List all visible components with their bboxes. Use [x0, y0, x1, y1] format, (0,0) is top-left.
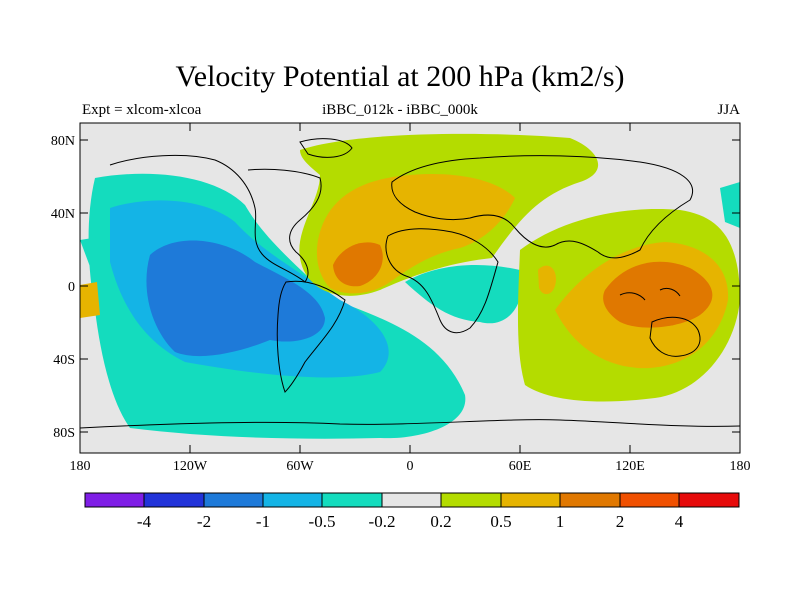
lon-tick-labels: 180 120W 60W 0 60E 120E 180 [70, 459, 751, 474]
lon-label: 60W [286, 459, 314, 474]
colorbar-swatch [679, 493, 739, 507]
lat-label: 40N [51, 207, 75, 222]
region-cyan-west-edge [80, 236, 110, 272]
colorbar-swatch [560, 493, 620, 507]
map-title: Velocity Potential at 200 hPa (km2/s) [175, 60, 625, 93]
colorbar-swatch [441, 493, 501, 507]
subtitle-label: iBBC_012k - iBBC_000k [322, 102, 478, 118]
coast-south-america [276, 280, 346, 393]
lat-label: 40S [53, 353, 75, 368]
coast-australia [649, 316, 701, 357]
lat-ticks [80, 139, 740, 433]
coast-greenland [299, 138, 353, 158]
colorbar-swatch [144, 493, 204, 507]
region-cyan-east-edge [720, 182, 740, 228]
lat-label: 80S [53, 426, 75, 441]
lon-label: 180 [70, 459, 91, 474]
lat-label: 0 [68, 280, 75, 295]
region-blue-pacific [146, 240, 325, 357]
coast-maritime-islands [619, 287, 681, 301]
contour-fields [80, 133, 740, 439]
colorbar-swatch [382, 493, 441, 507]
lon-label: 0 [407, 459, 414, 474]
lat-label: 80N [51, 134, 75, 149]
lon-label: 120E [615, 459, 645, 474]
lon-label: 60E [509, 459, 532, 474]
colorbar-swatch [501, 493, 560, 507]
coast-eurasia [391, 155, 693, 259]
colorbar-label: -2 [197, 512, 211, 531]
colorbar-label: -4 [137, 512, 152, 531]
coast-africa [385, 228, 499, 334]
season-label: JJA [717, 102, 740, 118]
colorbar-label: -0.5 [309, 512, 336, 531]
colorbar-label: 0.2 [430, 512, 451, 531]
lon-label: 180 [730, 459, 751, 474]
colorbar-swatch [85, 493, 144, 507]
colorbar-label: -0.2 [369, 512, 396, 531]
colorbar-swatch [263, 493, 322, 507]
lon-label: 120W [173, 459, 208, 474]
colorbar-label: -1 [256, 512, 270, 531]
region-darkorange-maritime [603, 261, 713, 328]
region-darkorange-africa [333, 242, 383, 287]
region-orange-india [538, 265, 556, 295]
colorbar-swatch [204, 493, 263, 507]
coast-north-america [109, 154, 322, 283]
coast-antarctica [80, 419, 740, 429]
colorbar: -4 -2 -1 -0.5 -0.2 0.2 0.5 1 2 4 [84, 492, 740, 531]
lon-ticks [79, 123, 741, 453]
region-orange-west-edge [80, 282, 100, 318]
colorbar-label: 4 [675, 512, 684, 531]
experiment-label: Expt = xlcom-xlcoa [82, 102, 202, 118]
colorbar-swatch [620, 493, 679, 507]
colorbar-swatch [322, 493, 382, 507]
lat-tick-labels: 80N 40N 0 40S 80S [51, 134, 75, 441]
coastlines [80, 138, 740, 429]
colorbar-label: 0.5 [490, 512, 511, 531]
colorbar-label: 2 [616, 512, 625, 531]
colorbar-label: 1 [556, 512, 565, 531]
